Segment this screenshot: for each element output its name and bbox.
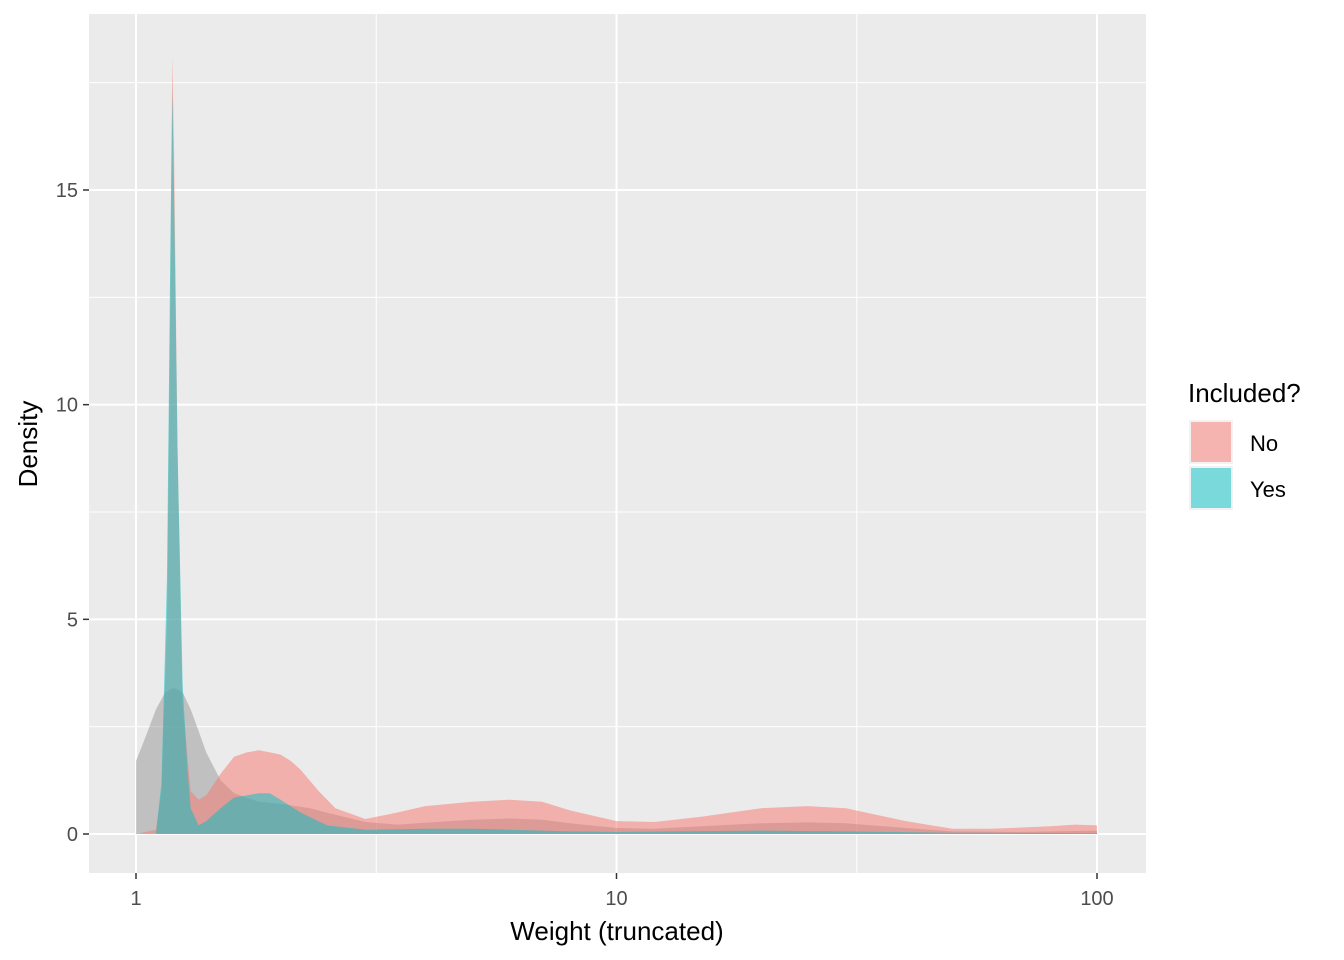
legend-swatch-no [1191, 422, 1231, 462]
y-tick-label: 5 [67, 609, 78, 631]
y-tick-label: 0 [67, 824, 78, 846]
legend-label-yes: Yes [1250, 477, 1286, 502]
y-tick-label: 15 [56, 180, 78, 202]
y-tick-label: 10 [56, 395, 78, 417]
density-areas [136, 56, 1097, 835]
y-axis: 0 5 10 15 [56, 180, 89, 846]
x-tick-label: 1 [130, 888, 141, 910]
x-axis-title: Weight (truncated) [510, 916, 723, 946]
legend-label-no: No [1250, 431, 1278, 456]
legend-swatch-yes [1191, 468, 1231, 508]
y-axis-title: Density [13, 401, 43, 488]
x-axis: 1 10 100 [130, 873, 1114, 910]
x-tick-label: 10 [605, 888, 627, 910]
legend: Included? No Yes [1188, 378, 1301, 510]
x-tick-label: 100 [1080, 888, 1113, 910]
legend-title: Included? [1188, 378, 1301, 408]
